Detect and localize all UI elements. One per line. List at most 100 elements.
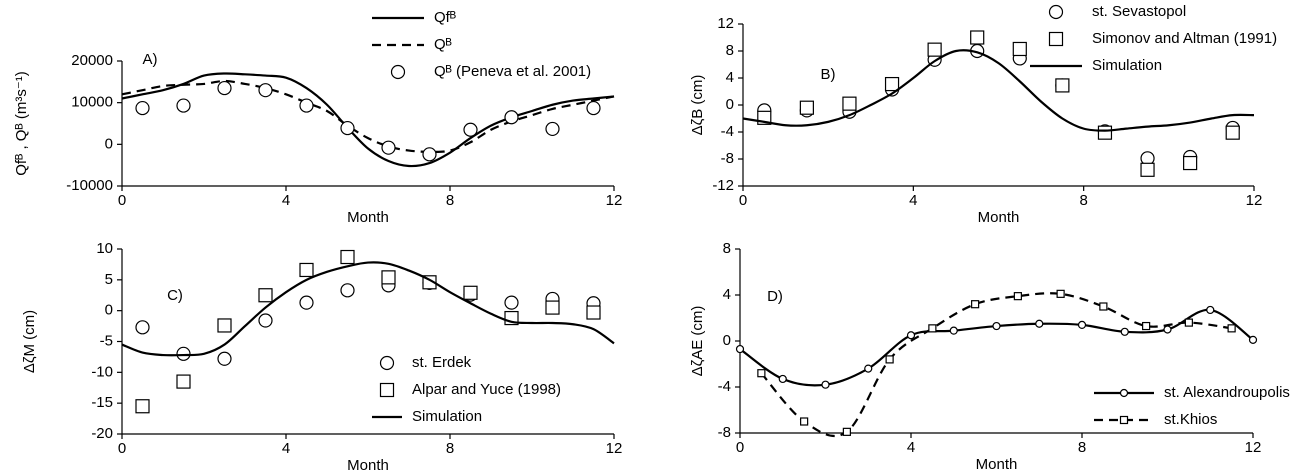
marker-square: [799, 100, 814, 115]
x-tick-label: 12: [606, 192, 623, 209]
marker-square: [971, 300, 980, 309]
marker-circle: [340, 120, 355, 136]
series-line: [121, 79, 615, 153]
x-tick-label: 0: [118, 440, 126, 457]
marker-circle: [1077, 320, 1087, 329]
legend-label: st. Sevastopol: [1092, 3, 1186, 20]
series-line: [121, 261, 615, 357]
marker-square: [1097, 125, 1113, 140]
marker-circle: [735, 344, 745, 354]
marker-square: [1055, 78, 1070, 93]
x-tick-label: 4: [909, 192, 917, 209]
marker-square: [1227, 324, 1236, 333]
panel-label: B): [821, 66, 836, 83]
y-tick-label: 10000: [71, 94, 113, 111]
marker-circle: [1035, 319, 1044, 328]
legend-marker: [1048, 31, 1064, 47]
marker-circle: [778, 374, 787, 384]
legend-marker: [390, 64, 406, 80]
marker-circle: [340, 283, 355, 298]
marker-square: [1183, 155, 1198, 171]
marker-square: [217, 318, 232, 333]
legend-marker: [1119, 415, 1129, 425]
marker-circle: [258, 83, 273, 98]
marker-square: [842, 427, 851, 436]
legend-label: Simonov and Altman (1991): [1092, 30, 1277, 47]
marker-square: [1142, 321, 1151, 331]
marker-circle: [545, 121, 560, 137]
marker-circle: [1163, 325, 1172, 334]
series-line: [739, 308, 1254, 387]
marker-circle: [586, 100, 601, 116]
marker-square: [545, 300, 560, 315]
x-tick-label: 12: [1246, 192, 1263, 209]
legend-marker: [379, 382, 395, 398]
x-tick-label: 8: [1079, 192, 1087, 209]
series-line: [742, 49, 1255, 132]
y-tick-label: 4: [723, 286, 731, 303]
legend-marker: [1048, 4, 1064, 20]
y-tick-label: 10: [96, 240, 113, 257]
marker-square: [1184, 318, 1193, 327]
series-line: [121, 72, 615, 168]
x-axis-label: Month: [347, 457, 389, 471]
marker-circle: [135, 320, 150, 335]
marker-square: [176, 374, 191, 389]
x-tick-label: 8: [1078, 439, 1086, 456]
y-tick-label: 20000: [71, 52, 113, 69]
panel-label: C): [167, 287, 183, 304]
y-tick-label: 0: [723, 332, 731, 349]
y-axis-label: Qfᴮ , Qᴮ (m³s⁻¹): [13, 71, 30, 176]
marker-square: [928, 324, 937, 333]
marker-square: [1013, 292, 1022, 301]
marker-square: [884, 76, 900, 92]
x-tick-label: 8: [446, 192, 454, 209]
y-tick-label: -4: [718, 378, 731, 395]
marker-square: [1056, 289, 1065, 298]
marker-circle: [992, 321, 1001, 331]
marker-square: [299, 262, 314, 278]
marker-square: [463, 285, 478, 300]
y-tick-label: 8: [726, 42, 734, 59]
y-tick-label: 0: [105, 135, 113, 152]
legend-label: Alpar and Yuce (1998): [412, 381, 561, 398]
y-tick-label: 4: [726, 69, 734, 86]
legend-label: Qᴮ: [434, 36, 452, 53]
series-line: [760, 292, 1232, 438]
legend-label: st.Khios: [1164, 411, 1217, 428]
y-tick-label: -8: [718, 424, 731, 441]
panel-label: D): [767, 288, 783, 305]
marker-square: [586, 305, 601, 320]
legend-label: st. Alexandroupolis: [1164, 384, 1290, 401]
marker-circle: [864, 364, 873, 373]
marker-circle: [299, 295, 314, 310]
y-tick-label: -20: [91, 425, 113, 442]
marker-circle: [504, 110, 519, 125]
marker-circle: [135, 100, 150, 116]
marker-circle: [217, 80, 232, 96]
marker-square: [757, 369, 766, 378]
marker-circle: [949, 326, 958, 335]
x-tick-label: 8: [446, 440, 454, 457]
x-axis-label: Month: [976, 456, 1018, 471]
legend-label: Simulation: [412, 408, 482, 425]
x-tick-label: 4: [907, 439, 915, 456]
x-tick-label: 12: [1245, 439, 1262, 456]
y-tick-label: -4: [721, 123, 734, 140]
x-tick-label: 4: [282, 192, 290, 209]
y-tick-label: -12: [712, 177, 734, 194]
marker-circle: [463, 122, 478, 137]
marker-square: [927, 42, 942, 57]
x-tick-label: 12: [606, 440, 623, 457]
x-tick-label: 0: [739, 192, 747, 209]
marker-square: [258, 288, 273, 303]
y-tick-label: 8: [723, 240, 731, 257]
y-tick-label: 12: [717, 15, 734, 32]
marker-circle: [1206, 305, 1215, 315]
marker-square: [970, 30, 985, 45]
marker-circle: [217, 351, 232, 366]
y-tick-label: -10: [91, 363, 113, 380]
marker-circle: [422, 147, 437, 162]
marker-square: [1140, 162, 1155, 177]
